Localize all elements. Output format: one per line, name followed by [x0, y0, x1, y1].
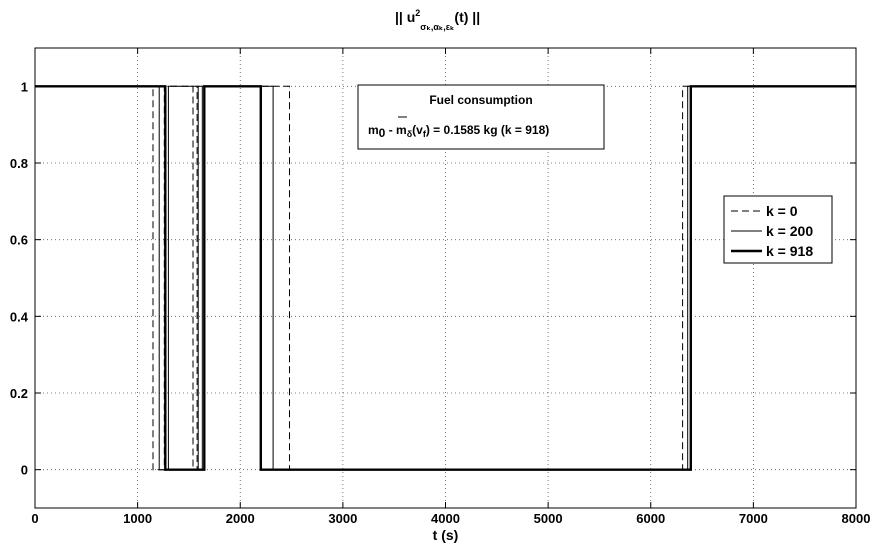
x-axis-label: t (s)	[433, 527, 459, 543]
x-tick-label: 7000	[739, 511, 768, 526]
formula-paren: (v	[412, 123, 423, 137]
formula-m-sub: 0	[379, 126, 386, 140]
ticks: 0 1000 2000 3000 4000 5000 6000 7000 8000 0 0.2 0.4…	[10, 48, 871, 526]
legend-label: k = 0	[766, 203, 798, 219]
formula-minus: -	[385, 123, 396, 137]
x-tick-label: 0	[31, 511, 38, 526]
series-line-k918	[35, 85, 856, 471]
y-tick-label: 0	[21, 463, 28, 478]
legend-label: k = 200	[766, 223, 813, 239]
formula-paren-sub: f	[423, 129, 427, 139]
chart-title-text: || u2σₖ,αₖ,εₖ(t) ||	[395, 8, 480, 32]
series-layer	[35, 85, 856, 471]
y-tick-label: 1	[21, 79, 28, 94]
title-subscript: σₖ,αₖ,εₖ	[420, 22, 454, 32]
formula-m: m	[368, 123, 379, 137]
y-tick-label: 0.2	[10, 386, 28, 401]
y-tick-label: 0.4	[10, 309, 29, 324]
y-tick-label: 0.6	[10, 233, 28, 248]
formula-mbar: m	[396, 123, 407, 137]
formula-rest: ) = 0.1585 kg (k = 918)	[426, 123, 549, 137]
annotation-heading: Fuel consumption	[429, 93, 532, 107]
fuel-consumption-annotation: Fuel consumption m0 - mδ(vf) = 0.1585 kg…	[357, 84, 605, 150]
chart-title: || u2σₖ,αₖ,εₖ(t) ||	[395, 8, 480, 32]
x-tick-label: 4000	[431, 511, 460, 526]
x-tick-label: 3000	[328, 511, 357, 526]
title-superscript: 2	[415, 8, 420, 18]
x-tick-label: 1000	[123, 511, 152, 526]
x-tick-label: 8000	[842, 511, 871, 526]
title-prefix: || u	[395, 9, 415, 25]
x-tick-label: 6000	[636, 511, 665, 526]
annotation-formula: m0 - mδ(vf) = 0.1585 kg (k = 918)	[368, 123, 549, 140]
formula-mbar-sub: δ	[407, 129, 413, 139]
x-tick-label: 2000	[226, 511, 255, 526]
legend: k = 0 k = 200 k = 918	[723, 195, 833, 264]
title-suffix: (t) ||	[454, 9, 480, 25]
y-tick-label: 0.8	[10, 156, 28, 171]
x-tick-label: 5000	[534, 511, 563, 526]
legend-label: k = 918	[766, 243, 813, 259]
